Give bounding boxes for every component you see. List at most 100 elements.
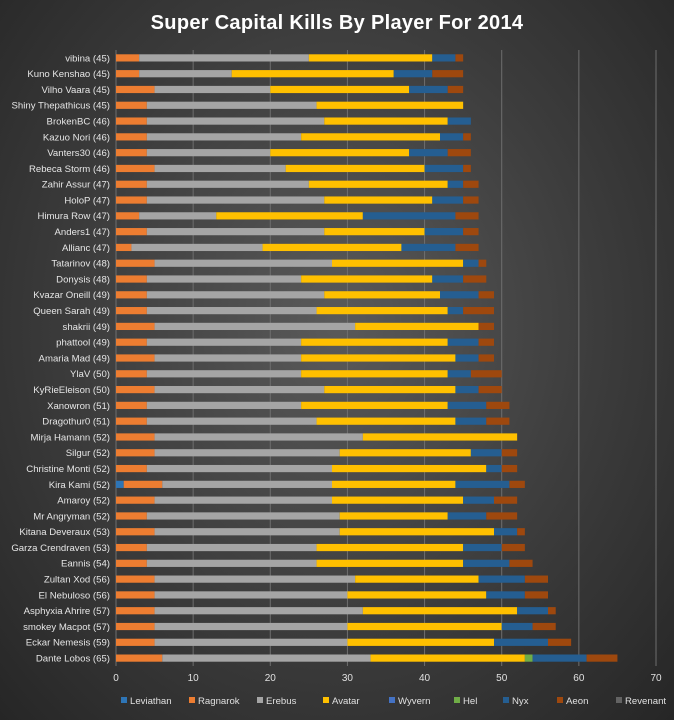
bar-segment-aeon	[463, 164, 471, 173]
bar-segment-ragnarok	[116, 654, 163, 662]
bar-segment-aeon	[524, 591, 548, 599]
bar-segment-avatar	[301, 370, 448, 378]
bar-segment-aeon	[432, 70, 464, 78]
bar-segment-ragnarok	[116, 338, 147, 346]
bar-segment-ragnarok	[116, 575, 155, 583]
bar-segment-nyx	[463, 559, 510, 567]
bar-segment-aeon	[501, 543, 525, 552]
bar-segment-avatar	[339, 449, 471, 457]
bar-segment-ragnarok	[116, 607, 155, 615]
x-tick-label-50: 50	[496, 673, 508, 684]
legend-swatch-revenant	[616, 697, 622, 703]
category-label: Garza Crendraven (53)	[11, 543, 110, 554]
bar-segment-ragnarok	[116, 259, 155, 267]
bar-segment-aeon	[463, 180, 479, 188]
bar-segment-ragnarok	[116, 638, 155, 646]
bar-segment-aeon	[524, 575, 548, 583]
bar-segment-ragnarok	[116, 164, 155, 173]
bar-segment-aeon	[463, 196, 479, 204]
category-label: Himura Row (47)	[37, 211, 110, 222]
bar-segment-erebus	[154, 164, 286, 173]
category-label: Zahir Assur (47)	[42, 180, 110, 191]
bar-segment-avatar	[301, 354, 456, 362]
bar-segment-ragnarok	[116, 464, 147, 473]
bar-segment-ragnarok	[116, 228, 147, 236]
bar-segment-nyx	[447, 117, 471, 125]
bar-segment-ragnarok	[116, 133, 147, 141]
legend-swatch-nyx	[503, 697, 509, 703]
legend-swatch-wyvern	[389, 697, 395, 703]
category-label: Dragothur0 (51)	[42, 417, 110, 428]
bar-segment-aeon	[478, 354, 494, 362]
legend-swatch-erebus	[257, 697, 263, 703]
category-label: Kira Kami (52)	[49, 480, 110, 491]
legend: Leviathan Ragnarok Erebus Avatar Wyvern Hel Ny…	[121, 696, 666, 707]
bar-segment-hel	[524, 654, 533, 662]
category-label: Queen Sarah (49)	[33, 306, 110, 317]
bar-segment-avatar	[270, 85, 410, 94]
bar-segment-erebus	[154, 528, 340, 536]
bar-segment-ragnarok	[123, 480, 163, 488]
bar-segment-erebus	[146, 401, 302, 409]
legend-swatch-ragnarok	[189, 697, 195, 703]
bar-segment-erebus	[162, 480, 332, 488]
bar-segment-aeon	[509, 559, 533, 567]
bar-segment-erebus	[154, 85, 271, 94]
bar-segment-ragnarok	[116, 149, 147, 157]
bar-segment-avatar	[324, 117, 448, 125]
legend-label-hel: Hel	[463, 696, 477, 707]
category-label: Kvazar Oneill (49)	[33, 290, 110, 301]
category-label: vibina (45)	[65, 53, 110, 64]
legend-swatch-hel	[454, 697, 460, 703]
bar-segment-erebus	[162, 654, 371, 662]
category-label: Rebeca Storm (46)	[29, 164, 110, 175]
category-label: Mirja Hamann (52)	[31, 432, 110, 443]
bar-segment-erebus	[154, 433, 363, 441]
bar-segment-ragnarok	[116, 449, 155, 457]
bar-segment-erebus	[154, 322, 356, 331]
category-label: Kazuo Nori (46)	[43, 132, 110, 143]
bar-segment-nyx	[432, 54, 456, 62]
category-label: smokey Macpot (57)	[23, 622, 110, 633]
bar-segment-ragnarok	[116, 117, 147, 125]
category-label: Donysis (48)	[56, 274, 110, 285]
bar-segment-nyx	[447, 401, 487, 409]
bar-segment-aeon	[447, 85, 464, 94]
bar-segment-nyx	[501, 622, 533, 631]
bar-segment-nyx	[455, 354, 479, 362]
bar-segment-ragnarok	[116, 243, 132, 252]
legend-swatch-leviathan	[121, 697, 127, 703]
bar-segment-aeon	[486, 512, 518, 520]
legend-swatch-aeon	[557, 697, 563, 703]
bar-segment-aeon	[455, 212, 479, 220]
category-label: El Nebuloso (56)	[39, 590, 110, 601]
bar-segment-nyx	[455, 385, 479, 394]
bar-segment-erebus	[154, 259, 332, 267]
bar-segment-nyx	[494, 638, 548, 646]
bar-segment-ragnarok	[116, 322, 155, 331]
bar-segment-nyx	[463, 543, 502, 552]
bar-segment-ragnarok	[116, 354, 155, 362]
bar-segment-nyx	[447, 512, 487, 520]
bar-segment-ragnarok	[116, 370, 147, 378]
bar-segment-aeon	[486, 417, 510, 425]
bar-segment-nyx	[362, 212, 456, 220]
bar-segment-erebus	[146, 133, 302, 141]
category-label: Eckar Nemesis (59)	[26, 638, 110, 649]
bar-segment-ragnarok	[116, 559, 147, 567]
bar-segment-erebus	[146, 180, 309, 188]
x-tick-label-40: 40	[419, 673, 431, 684]
bar-segment-nyx	[440, 133, 464, 141]
bar-segment-aeon	[463, 275, 487, 283]
bar-segment-ragnarok	[116, 101, 147, 109]
bar-segment-erebus	[146, 275, 302, 283]
bar-segment-erebus	[146, 149, 271, 157]
bar-segment-leviathan	[116, 480, 124, 488]
bar-segment-ragnarok	[116, 291, 147, 299]
bar-segment-avatar	[347, 591, 487, 599]
bar-segment-ragnarok	[116, 70, 140, 78]
category-label: Amaroy (52)	[57, 496, 110, 507]
x-tick-label-0: 0	[113, 673, 119, 684]
bar-segment-nyx	[447, 338, 479, 346]
bar-segment-erebus	[146, 228, 325, 236]
